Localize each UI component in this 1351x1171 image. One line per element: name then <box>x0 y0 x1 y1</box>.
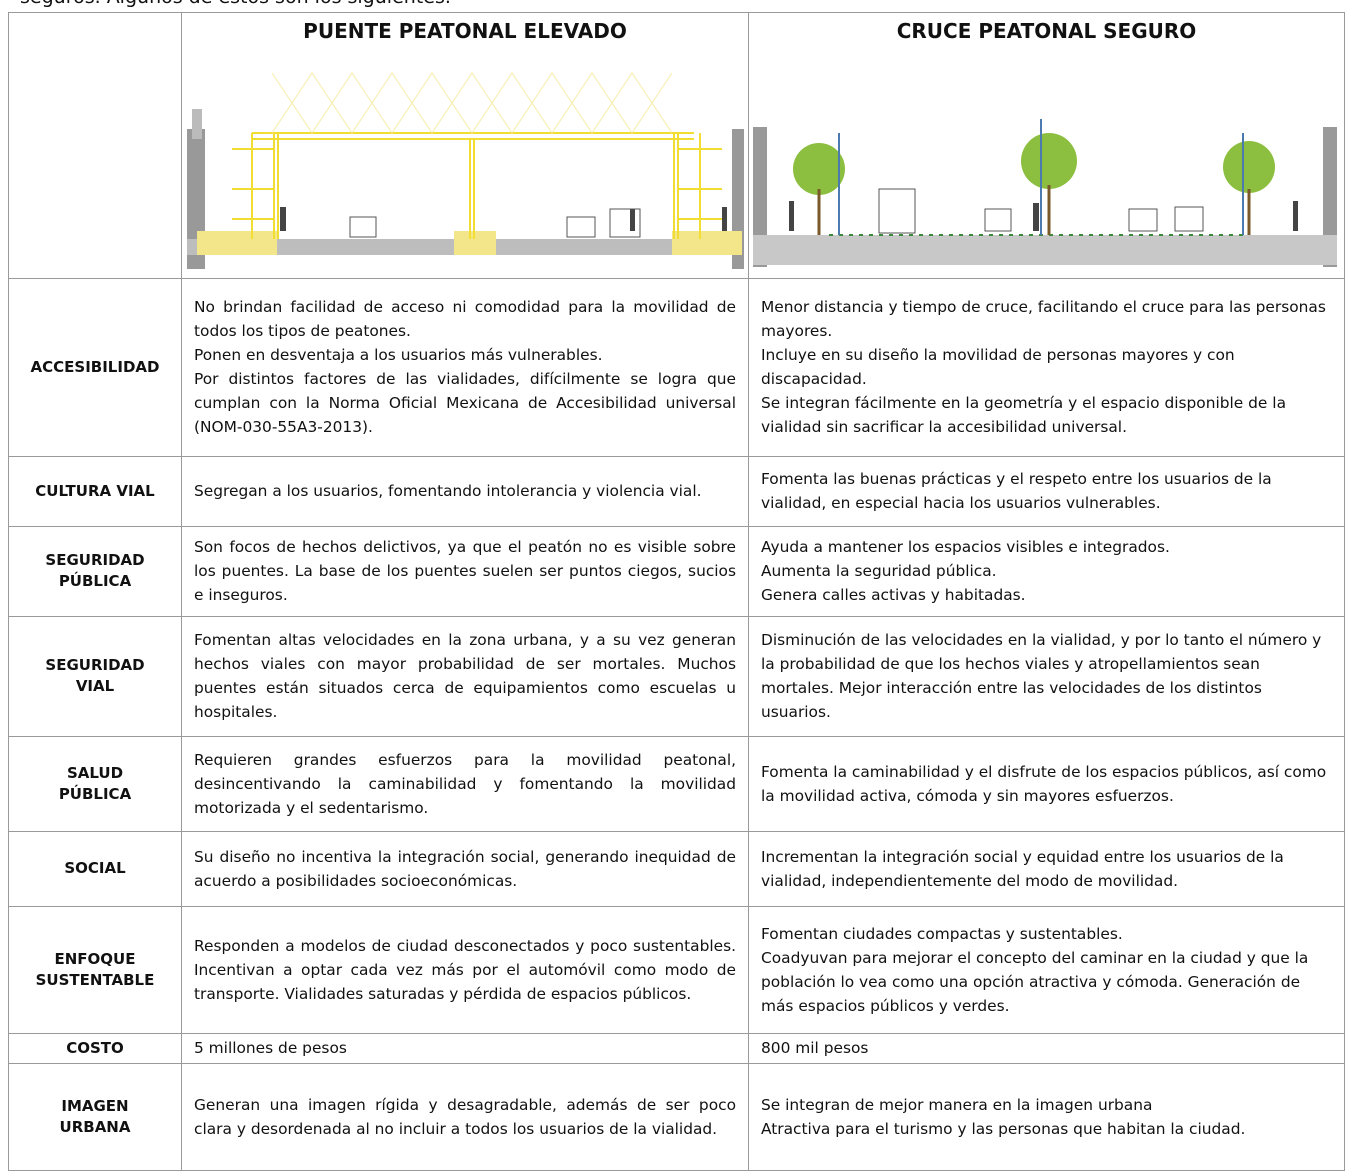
crossing-cell: Fomentan ciudades compactas y sustentabl… <box>748 905 1345 1034</box>
label-line: CULTURA VIAL <box>35 481 155 500</box>
cell-paragraph: Segregan a los usuarios, fomentando into… <box>194 482 702 500</box>
bridge-cell: Responden a modelos de ciudad desconecta… <box>181 905 749 1034</box>
cell-paragraph: 800 mil pesos <box>761 1039 869 1057</box>
label-line: ENFOQUE <box>54 949 136 968</box>
crossing-cell: Menor distancia y tiempo de cruce, facil… <box>748 277 1345 457</box>
row-label: CULTURA VIAL <box>8 455 182 527</box>
image-cell <box>748 48 1345 279</box>
cell-paragraph: Incluye en su diseño la movilidad de per… <box>761 346 1235 388</box>
header-cell: PUENTE PEATONAL ELEVADO <box>181 12 749 49</box>
image-cell <box>181 48 749 279</box>
label-line: ACCESIBILIDAD <box>30 357 160 376</box>
cell-paragraph: Incrementan la integración social y equi… <box>761 847 1284 890</box>
cell-paragraph: Generan una imagen rígida y desagradable… <box>194 1095 736 1138</box>
cell-paragraph: Por distintos factores de las vialidades… <box>194 370 736 436</box>
bridge-cell: Su diseño no incentiva la integración so… <box>181 830 749 907</box>
cell-paragraph: Responden a modelos de ciudad desconecta… <box>194 936 736 1003</box>
bridge-cell: Son focos de hechos delictivos, ya que e… <box>181 525 749 617</box>
label-line: VIAL <box>75 677 115 695</box>
table-row: SOCIAL Su diseño no incentiva la integrac… <box>8 830 1345 907</box>
bridge-cell: Fomentan altas velocidades en la zona ur… <box>181 615 749 737</box>
table-row: CULTURA VIAL Segregan a los usuarios, fom… <box>8 455 1345 527</box>
row-label: SOCIAL <box>8 830 182 907</box>
label-line: SALUD <box>66 763 124 782</box>
bridge-cell: No brindan facilidad de acceso ni comodi… <box>181 277 749 457</box>
cell-paragraph: Fomenta la caminabilidad y el disfrute d… <box>761 762 1327 805</box>
crossing-illustration <box>753 118 1337 267</box>
row-label: SEGURIDAD PÚBLICA <box>8 525 182 617</box>
image-row <box>9 48 1345 279</box>
header-row: PUENTE PEATONAL ELEVADO CRUCE PEATONAL S… <box>8 12 1345 279</box>
label-line: PÚBLICA <box>58 784 132 803</box>
bridge-cell: Requieren grandes esfuerzos para la movi… <box>181 735 749 832</box>
bridge-illustration <box>187 71 744 269</box>
label-line: SEGURIDAD <box>45 551 145 569</box>
table-row: SALUD PÚBLICA Requieren grandes esfuerzos … <box>8 735 1345 832</box>
table-row: SEGURIDAD PÚBLICA Son focos de hechos deli… <box>8 525 1345 617</box>
cell-paragraph: Coadyuvan para mejorar el concepto del c… <box>761 948 1309 1015</box>
label-line: IMAGEN <box>61 1096 129 1115</box>
cell-paragraph: Fomentan altas velocidades en la zona ur… <box>194 631 736 721</box>
cell-paragraph: Atractiva para el turismo y las personas… <box>761 1119 1246 1138</box>
row-label: SEGURIDAD VIAL <box>8 615 182 737</box>
cell-paragraph: Son focos de hechos delictivos, ya que e… <box>194 538 736 604</box>
table-row: IMAGEN URBANA Generan una imagen rígida y … <box>8 1062 1345 1171</box>
crossing-cell: Se integran de mejor manera en la imagen… <box>748 1062 1345 1171</box>
bridge-cell: Generan una imagen rígida y desagradable… <box>181 1062 749 1171</box>
label-line: SOCIAL <box>64 859 126 877</box>
cell-paragraph: Se integran de mejor manera en la imagen… <box>761 1095 1153 1114</box>
cell-paragraph: Requieren grandes esfuerzos para la movi… <box>194 750 736 817</box>
crossing-cell: Incrementan la integración social y equi… <box>748 830 1345 907</box>
row-label: ENFOQUE SUSTENTABLE <box>8 905 182 1034</box>
cell-paragraph: Fomentan ciudades compactas y sustentabl… <box>761 924 1123 943</box>
table-row: SEGURIDAD VIAL Fomentan altas velocidades … <box>8 615 1345 737</box>
label-line: SUSTENTABLE <box>35 970 155 989</box>
crossing-cell: Ayuda a mantener los espacios visibles e… <box>748 525 1345 617</box>
table-row: ACCESIBILIDAD No brindan facilidad de acc… <box>8 277 1345 457</box>
bridge-cell: 5 millones de pesos <box>181 1032 749 1064</box>
cell-paragraph: Se integran fácilmente en la geometría y… <box>761 394 1287 436</box>
intro-text: seguros. Algunos de estos son los siguie… <box>20 0 451 8</box>
row-label: COSTO <box>8 1032 182 1064</box>
comparison-table: PUENTE PEATONAL ELEVADO CRUCE PEATONAL S… <box>8 12 1345 1171</box>
cell-paragraph: 5 millones de pesos <box>194 1039 347 1057</box>
table-row: COSTO 5 millones de pesos 800 mil pesos <box>8 1032 1345 1064</box>
crossing-cell: Fomenta la caminabilidad y el disfrute d… <box>748 735 1345 832</box>
crossing-cell: Disminución de las velocidades en la via… <box>748 615 1345 737</box>
row-label: IMAGEN URBANA <box>8 1062 182 1171</box>
cell-paragraph: Fomenta las buenas prácticas y el respet… <box>761 470 1272 512</box>
cell-paragraph: No brindan facilidad de acceso ni comodi… <box>194 298 736 340</box>
header-cell: CRUCE PEATONAL SEGURO <box>748 12 1345 49</box>
label-line: PÚBLICA <box>58 572 132 590</box>
table-row: ENFOQUE SUSTENTABLE Responden a modelos de… <box>8 905 1345 1034</box>
crossing-cell: Fomenta las buenas prácticas y el respet… <box>748 455 1345 527</box>
cell-paragraph: Aumenta la seguridad pública. <box>761 562 997 580</box>
cell-paragraph: Ayuda a mantener los espacios visibles e… <box>761 538 1170 556</box>
label-line: SEGURIDAD <box>45 656 145 674</box>
cell-paragraph: Menor distancia y tiempo de cruce, facil… <box>761 298 1326 340</box>
label-line: COSTO <box>66 1038 124 1057</box>
cell-paragraph: Ponen en desventaja a los usuarios más v… <box>194 346 603 364</box>
cell-paragraph: Genera calles activas y habitadas. <box>761 586 1026 604</box>
bridge-cell: Segregan a los usuarios, fomentando into… <box>181 455 749 527</box>
crossing-cell: 800 mil pesos <box>748 1032 1345 1064</box>
cell-paragraph: Disminución de las velocidades en la via… <box>761 631 1322 721</box>
row-label: ACCESIBILIDAD <box>8 277 182 457</box>
corner-cell <box>8 12 182 279</box>
cell-paragraph: Su diseño no incentiva la integración so… <box>194 847 736 890</box>
label-line: URBANA <box>59 1117 131 1136</box>
row-label: SALUD PÚBLICA <box>8 735 182 832</box>
